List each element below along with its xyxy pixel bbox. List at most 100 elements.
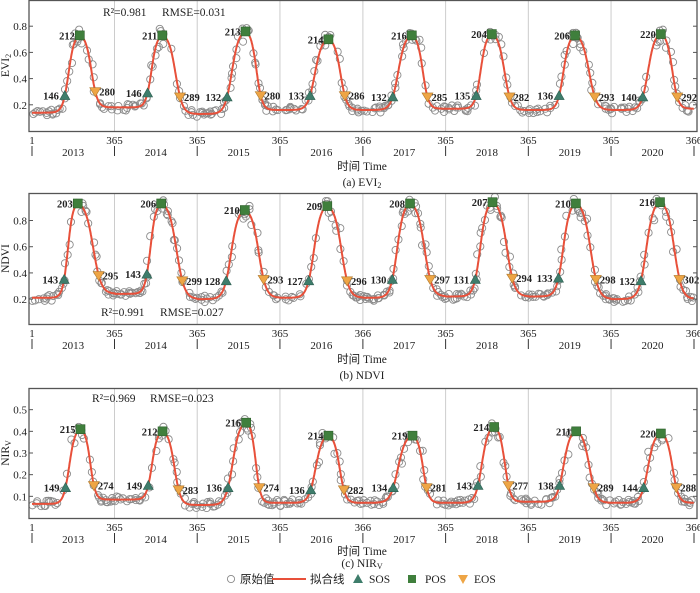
raw-value-point (217, 498, 226, 507)
raw-value-point (271, 295, 281, 304)
pos-label: 216 (225, 419, 241, 430)
eos-label: 280 (265, 92, 281, 103)
raw-value-point (687, 496, 696, 505)
sos-label: 133 (537, 274, 553, 285)
y-tick-label: 0.6 (13, 242, 27, 254)
raw-value-point (597, 496, 606, 505)
y-tick-label: 0.4 (13, 268, 27, 280)
panel-caption-sub: V (377, 562, 383, 571)
sos-label: 130 (371, 275, 387, 286)
pos-label: 212 (142, 427, 158, 438)
raw-value-point (53, 105, 62, 114)
sos-marker (59, 90, 71, 100)
year-label: 2019 (559, 147, 582, 159)
panel-caption-main: (a) EVI (343, 177, 378, 189)
sos-label: 140 (621, 93, 637, 104)
raw-value-point (238, 37, 248, 46)
eos-label: 286 (349, 92, 365, 103)
legend-pos-label: POS (425, 574, 446, 586)
pos-label: 220 (640, 30, 656, 41)
sos-label: 143 (456, 482, 472, 493)
year-label: 2017 (393, 340, 416, 352)
x-axis-label: 时间 Time (337, 545, 387, 558)
year-label: 2020 (642, 534, 665, 546)
raw-value-point (370, 104, 379, 113)
raw-value-point (520, 107, 529, 116)
legend-sos-label: SOS (369, 574, 390, 586)
eos-label: 274 (98, 482, 115, 493)
sos-marker (469, 273, 481, 284)
sos-marker (142, 87, 154, 98)
raw-value-point (181, 106, 190, 115)
eos-label: 296 (351, 277, 367, 288)
raw-value-point (683, 106, 693, 115)
raw-value-point (419, 475, 428, 484)
raw-value-point (451, 103, 461, 112)
raw-value-point (118, 494, 128, 503)
raw-value-point (511, 101, 520, 111)
y-tick-label: 0.2 (13, 294, 27, 306)
raw-value-point (43, 292, 52, 301)
sos-label: 146 (126, 89, 142, 100)
eos-marker (503, 92, 516, 103)
raw-value-point (159, 39, 168, 48)
y-tick-label: 0.3 (13, 448, 27, 460)
pos-label: 216 (639, 198, 655, 209)
pos-label: 215 (60, 425, 76, 436)
raw-value-point (88, 60, 97, 69)
legend-pos-icon (408, 575, 416, 583)
fitted-curve (32, 201, 694, 301)
pos-marker (157, 30, 168, 41)
pos-label: 219 (392, 432, 408, 443)
eos-marker (176, 276, 189, 287)
x-tick-label: 365 (189, 522, 206, 534)
raw-value-point (97, 279, 106, 288)
sos-label: 136 (206, 484, 222, 495)
pos-label: 211 (556, 427, 571, 438)
x-tick-label: 365 (603, 328, 620, 340)
pos-marker (407, 430, 418, 441)
eos-marker (421, 92, 434, 103)
eos-label: 298 (600, 275, 616, 286)
raw-value-point (418, 241, 427, 250)
raw-value-point (509, 494, 518, 503)
eos-marker (502, 481, 515, 492)
year-label: 2013 (62, 534, 85, 546)
eos-marker (253, 483, 266, 494)
sos-label: 144 (622, 484, 639, 495)
rmse-stat: RMSE=0.023 (150, 393, 214, 405)
year-label: 2016 (310, 534, 333, 546)
raw-value-point (623, 296, 632, 305)
y-tick-label: 0.1 (13, 491, 27, 503)
pos-label: 204 (471, 30, 488, 41)
sos-label: 128 (204, 277, 220, 288)
sos-marker (222, 482, 234, 492)
raw-value-point (28, 501, 37, 510)
raw-value-point (551, 100, 560, 109)
eos-label: 297 (434, 275, 450, 286)
legend-eos-icon (458, 575, 468, 584)
year-label: 2017 (393, 534, 416, 546)
pos-marker (323, 430, 334, 441)
raw-value-point (594, 493, 603, 502)
raw-value-point (34, 295, 43, 304)
raw-value-point (522, 499, 531, 508)
x-tick-label: 365 (437, 522, 454, 534)
raw-value-point (42, 111, 52, 120)
sos-marker (387, 91, 399, 102)
raw-value-point (37, 502, 46, 511)
raw-value-point (206, 107, 215, 116)
year-label: 2014 (145, 147, 168, 159)
pos-label: 214 (473, 423, 490, 434)
raw-value-point (332, 226, 341, 235)
raw-value-point (511, 496, 520, 505)
eos-marker (587, 483, 600, 494)
eos-marker (257, 275, 270, 286)
year-label: 2017 (393, 147, 416, 159)
raw-value-point (99, 104, 109, 113)
raw-value-point (263, 500, 272, 509)
raw-value-point (617, 500, 626, 509)
eos-label: 283 (183, 486, 199, 497)
